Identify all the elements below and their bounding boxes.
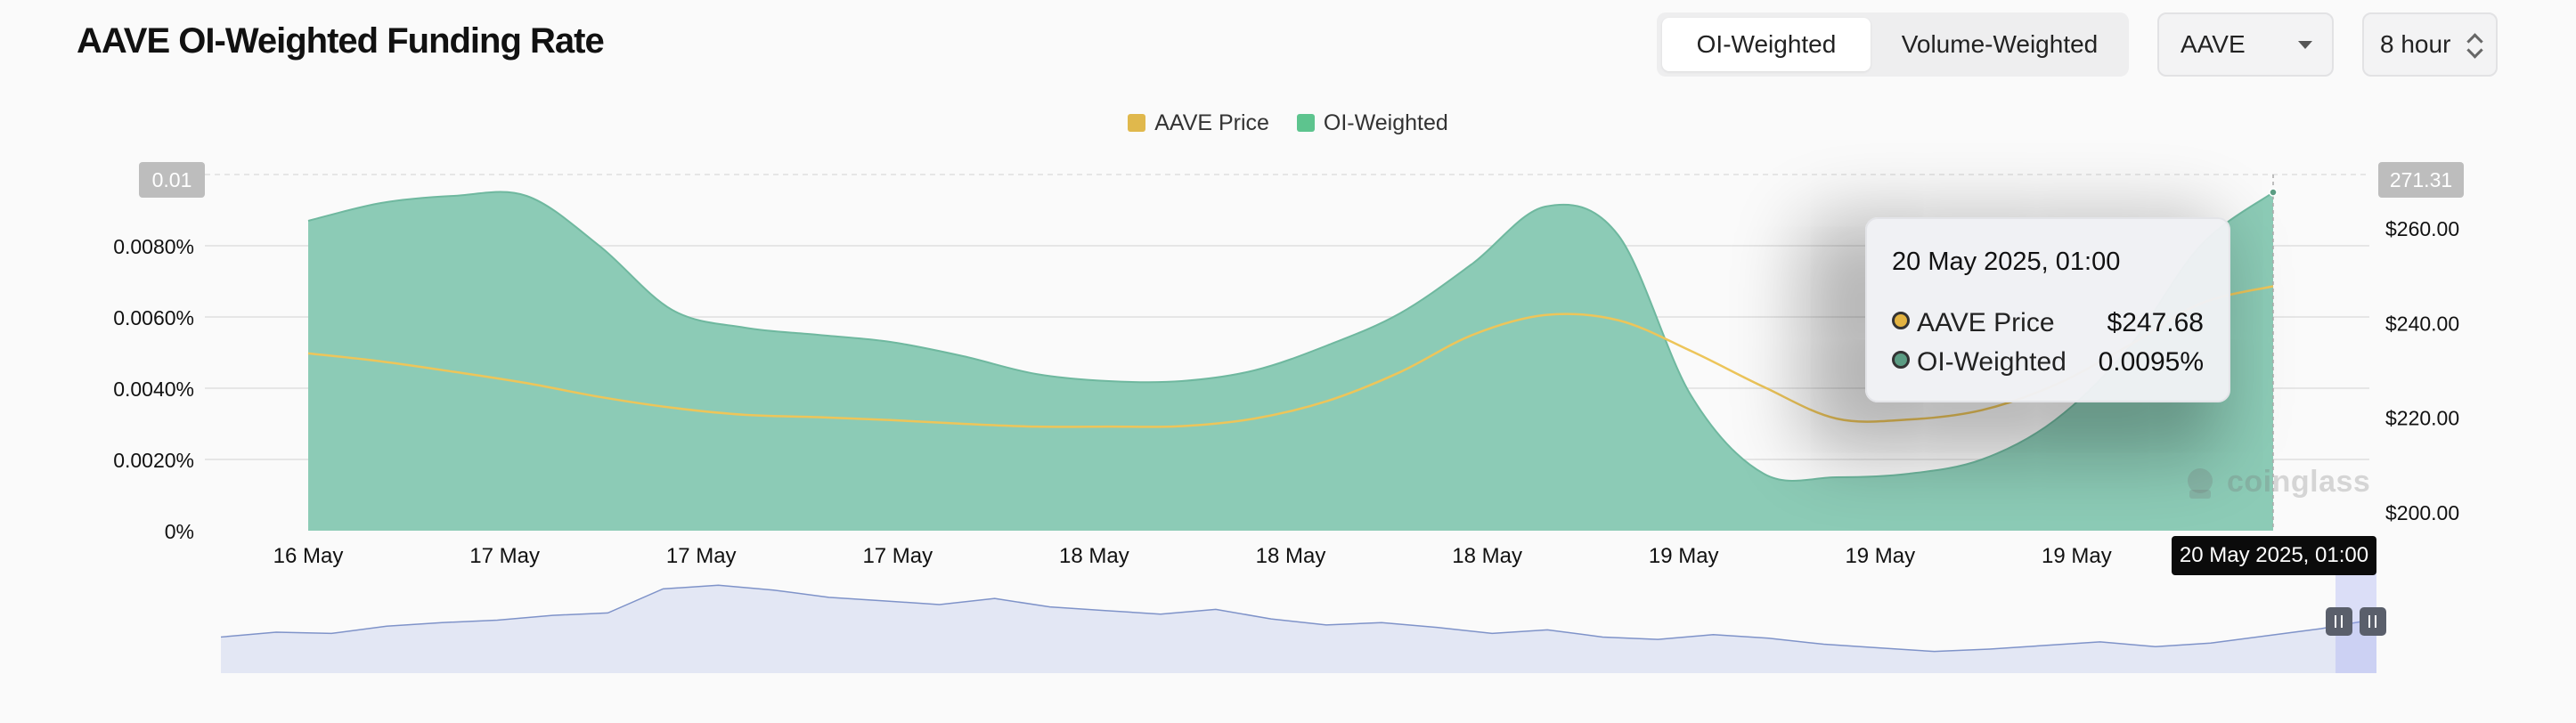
tooltip-label-oi-weighted: OI-Weighted bbox=[1917, 347, 2067, 377]
aave-price-line bbox=[307, 285, 2274, 428]
y-left-tick-label: 0% bbox=[165, 520, 194, 543]
coinglass-logo-icon bbox=[2188, 468, 2213, 499]
x-tick-label: 17 May bbox=[666, 544, 737, 568]
tooltip-value-aave-price: $247.68 bbox=[2107, 308, 2204, 337]
y-left-tick-label: 0.0020% bbox=[113, 449, 194, 472]
y-right-tick-label: $200.00 bbox=[2385, 501, 2459, 524]
navigator-handle[interactable] bbox=[2360, 607, 2386, 636]
tooltip-dot-oi-weighted bbox=[1892, 351, 1910, 369]
navigator-handle[interactable] bbox=[2326, 607, 2352, 636]
tooltip-dot-aave-price bbox=[1892, 312, 1910, 329]
y-right-tick-label: $240.00 bbox=[2385, 312, 2459, 335]
legend-item-aave-price[interactable]: AAVE Price bbox=[1128, 110, 1269, 136]
oi-weighted-area bbox=[308, 191, 2273, 531]
crosshair-point bbox=[2269, 188, 2278, 197]
navigator-area bbox=[221, 585, 2376, 673]
tooltip-row-oi-weighted: OI-Weighted 0.0095% bbox=[1892, 347, 2204, 383]
x-tick-label: 19 May bbox=[2042, 544, 2112, 568]
chart-legend: AAVE Price OI-Weighted bbox=[0, 110, 2576, 136]
legend-item-oi-weighted[interactable]: OI-Weighted bbox=[1296, 110, 1448, 136]
x-tick-label: 18 May bbox=[1059, 544, 1129, 568]
interval-stepper[interactable]: 8 hour bbox=[2362, 12, 2498, 77]
interval-stepper-value: 8 hour bbox=[2380, 30, 2451, 58]
tooltip-value-oi-weighted: 0.0095% bbox=[2098, 347, 2204, 377]
chevron-down-icon bbox=[2298, 41, 2312, 49]
symbol-select[interactable]: AAVE bbox=[2157, 12, 2334, 77]
x-tick-label: 18 May bbox=[1452, 544, 1522, 568]
tooltip-title: 20 May 2025, 01:00 bbox=[1892, 248, 2121, 276]
y-left-tick-label: 0.0080% bbox=[113, 235, 194, 258]
y-left-tick-label: 0.0060% bbox=[113, 306, 194, 329]
x-tick-label: 19 May bbox=[1649, 544, 1719, 568]
crosshair-right-value: 271.31 bbox=[2378, 162, 2464, 198]
x-tick-label: 19 May bbox=[1845, 544, 1915, 568]
tooltip-label-aave-price: AAVE Price bbox=[1917, 308, 2055, 337]
legend-label-oi-weighted: OI-Weighted bbox=[1323, 110, 1448, 135]
legend-swatch-aave-price bbox=[1128, 114, 1146, 132]
y-right-tick-label: $220.00 bbox=[2385, 407, 2459, 430]
tab-oi-weighted[interactable]: OI-Weighted bbox=[1662, 18, 1871, 71]
x-tick-label: 17 May bbox=[862, 544, 933, 568]
weighting-toggle: OI-Weighted Volume-Weighted bbox=[1657, 12, 2129, 77]
crosshair-left-value: 0.01 bbox=[139, 162, 205, 198]
x-tick-label: 16 May bbox=[273, 544, 344, 568]
watermark: coinglass bbox=[2227, 465, 2371, 499]
page-title: AAVE OI-Weighted Funding Rate bbox=[77, 21, 605, 61]
x-tick-label: 18 May bbox=[1256, 544, 1326, 568]
navigator-line bbox=[220, 584, 2377, 653]
legend-swatch-oi-weighted bbox=[1296, 114, 1315, 132]
chart-tooltip: 20 May 2025, 01:00 AAVE Price $247.68 OI… bbox=[1865, 217, 2230, 402]
x-tick-label: 17 May bbox=[469, 544, 540, 568]
tooltip-row-aave-price: AAVE Price $247.68 bbox=[1892, 308, 2204, 344]
legend-label-aave-price: AAVE Price bbox=[1154, 110, 1269, 135]
symbol-select-value: AAVE bbox=[2181, 30, 2246, 58]
y-right-tick-label: $260.00 bbox=[2385, 217, 2459, 240]
oi-weighted-line bbox=[307, 191, 2274, 483]
y-left-tick-label: 0.0040% bbox=[113, 378, 194, 401]
crosshair-x-label: 20 May 2025, 01:00 bbox=[2172, 536, 2376, 575]
tab-volume-weighted[interactable]: Volume-Weighted bbox=[1901, 30, 2099, 58]
